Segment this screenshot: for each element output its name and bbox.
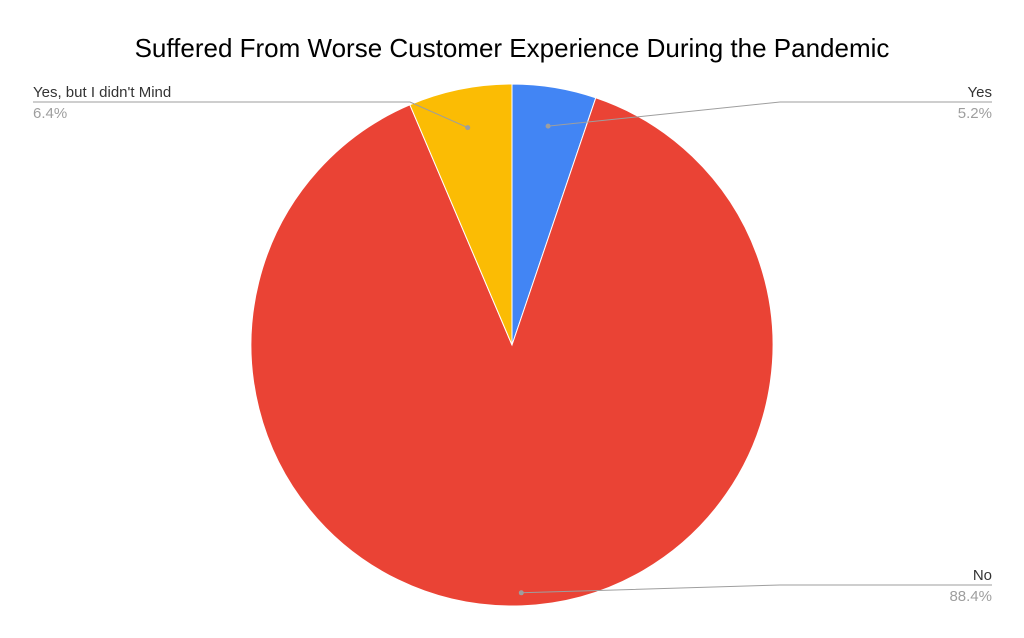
leader-dot <box>518 590 524 596</box>
pie-slice-yes-but-i-didn-t-mind <box>409 83 513 346</box>
pie-slices <box>250 83 774 607</box>
leader-dot <box>545 123 551 129</box>
slice-percent-label: 6.4% <box>33 105 67 122</box>
chart-title: Suffered From Worse Customer Experience … <box>135 33 890 63</box>
pie-slice-no <box>250 97 774 607</box>
leader-line <box>33 101 468 129</box>
leader-lines <box>33 101 992 596</box>
slice-percent-label: 88.4% <box>949 588 992 605</box>
leader-dot <box>465 125 471 131</box>
slice-percent-label: 5.2% <box>958 105 992 122</box>
slice-label: No <box>973 567 992 584</box>
slice-label: Yes, but I didn't Mind <box>33 84 171 101</box>
slice-labels: Yes 5.2% No 88.4% Yes, but I didn't Mind 6.4% <box>33 84 992 605</box>
leader-line <box>548 101 992 127</box>
slice-label: Yes <box>968 84 992 101</box>
leader-line <box>521 584 992 594</box>
